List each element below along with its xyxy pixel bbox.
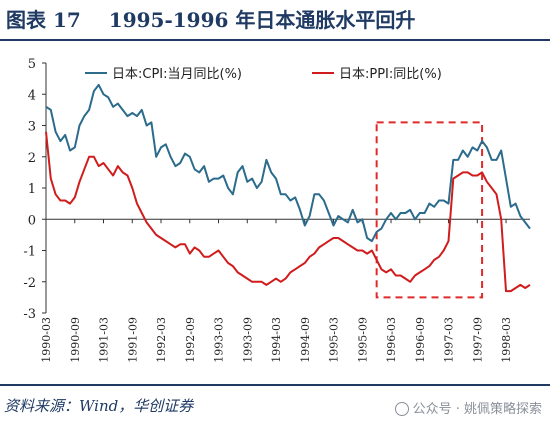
x-tick-label: 1993-09 bbox=[241, 317, 254, 363]
x-tick-label: 1992-03 bbox=[155, 317, 168, 363]
x-tick-label: 1996-09 bbox=[414, 317, 427, 363]
x-tick-label: 1994-03 bbox=[270, 317, 283, 363]
highlight-box bbox=[375, 121, 484, 299]
x-tick-label: 1993-03 bbox=[213, 317, 226, 363]
x-tick-label: 1998-03 bbox=[500, 317, 513, 363]
chart-svg: -3 -2 -1 0 1 2 3 4 5 1990-03 1990-09 1991-03 1991-09… bbox=[23, 57, 531, 363]
y-tick-label: 4 bbox=[28, 88, 36, 103]
ppi-line bbox=[45, 131, 531, 293]
x-tick-label: 1997-03 bbox=[443, 317, 456, 363]
x-tick-label: 1990-09 bbox=[69, 317, 82, 363]
chart-title: 1995-1996 年日本通胀水平回升 bbox=[108, 8, 416, 32]
figure-label: 图表 17 bbox=[6, 8, 81, 32]
x-tick-label: 1995-09 bbox=[356, 317, 369, 363]
watermark: 公众号 · 姚佩策略探索 bbox=[394, 398, 542, 417]
x-tick-label: 1990-03 bbox=[40, 317, 53, 363]
legend-label-cpi: 日本:CPI:当月同比(%) bbox=[112, 67, 242, 82]
y-tick-label: 2 bbox=[28, 151, 36, 166]
y-tick-label: 1 bbox=[28, 182, 36, 197]
title-rule bbox=[0, 39, 550, 41]
wechat-icon bbox=[394, 402, 409, 416]
x-tick-label: 1997-09 bbox=[471, 317, 484, 363]
x-tick-label: 1991-03 bbox=[98, 317, 111, 363]
cpi-line bbox=[45, 83, 531, 243]
chart-title-bar: 图表 17 1995-1996 年日本通胀水平回升 bbox=[6, 4, 415, 36]
footer-rule bbox=[0, 384, 550, 386]
y-tick-label: -2 bbox=[23, 276, 36, 291]
y-tick-label: 5 bbox=[28, 57, 36, 72]
y-tick-label: -1 bbox=[23, 245, 36, 260]
legend-label-ppi: 日本:PPI:同比(%) bbox=[339, 67, 442, 82]
x-tick-label: 1994-09 bbox=[299, 317, 312, 363]
y-tick-label: -3 bbox=[23, 307, 36, 322]
x-tick-label: 1995-03 bbox=[328, 317, 341, 363]
x-tick-label: 1996-03 bbox=[385, 317, 398, 363]
watermark-text: 公众号 · 姚佩策略探索 bbox=[412, 402, 542, 417]
y-tick-label: 0 bbox=[28, 213, 36, 228]
x-tick-label: 1992-09 bbox=[184, 317, 197, 363]
x-tick-label: 1991-09 bbox=[126, 317, 139, 363]
source-note: 资料来源：Wind，华创证券 bbox=[4, 397, 194, 415]
y-tick-label: 3 bbox=[28, 120, 36, 135]
